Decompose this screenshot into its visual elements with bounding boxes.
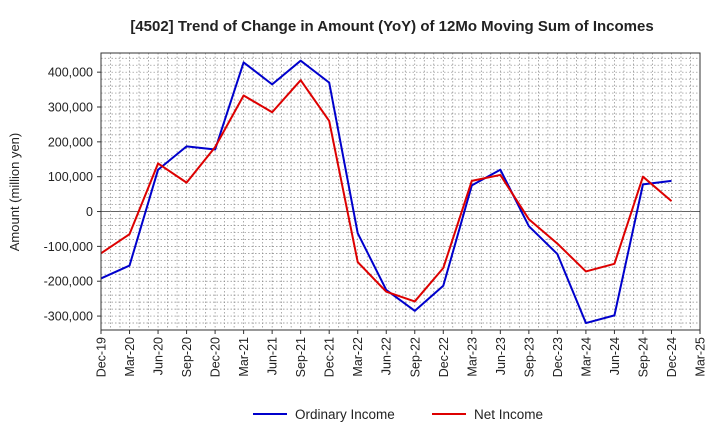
y-tick-label: -300,000	[44, 310, 93, 324]
x-tick-label: Jun-22	[380, 337, 394, 375]
chart-title: [4502] Trend of Change in Amount (YoY) o…	[130, 18, 653, 35]
x-tick-label: Dec-20	[209, 337, 223, 377]
y-axis-label: Amount (million yen)	[7, 133, 22, 252]
x-tick-label: Dec-19	[95, 337, 109, 377]
x-tick-label: Mar-23	[465, 337, 479, 377]
x-tick-label: Jun-21	[266, 337, 280, 375]
x-tick-label: Dec-23	[551, 337, 565, 377]
x-tick-label: Mar-20	[123, 337, 137, 377]
x-tick-label: Mar-25	[694, 337, 708, 377]
y-tick-label: -100,000	[44, 240, 93, 254]
x-tick-label: Sep-24	[636, 337, 650, 377]
plot-frame	[100, 52, 701, 331]
y-tick-label: 0	[86, 205, 93, 219]
x-tick-label: Dec-22	[437, 337, 451, 377]
x-tick-label: Jun-20	[152, 337, 166, 375]
x-tick-label: Mar-21	[237, 337, 251, 377]
legend-label-ordinary-income: Ordinary Income	[295, 407, 395, 422]
x-tick-label: Sep-22	[408, 337, 422, 377]
legend: Ordinary Income Net Income	[253, 407, 543, 422]
series-line-net-income	[100, 79, 673, 303]
y-tick-label: -200,000	[44, 275, 93, 289]
series-lines	[100, 59, 673, 325]
x-tick-label: Mar-22	[351, 337, 365, 377]
x-tick-label: Sep-21	[294, 337, 308, 377]
x-tick-label: Dec-21	[323, 337, 337, 377]
x-tick-label: Jun-23	[494, 337, 508, 375]
y-tick-label: 300,000	[48, 101, 93, 115]
y-tick-label: 200,000	[48, 135, 93, 149]
legend-label-net-income: Net Income	[474, 407, 543, 422]
y-tick-label: 100,000	[48, 170, 93, 184]
x-tick-label: Sep-23	[522, 337, 536, 377]
x-tick-label: Mar-24	[579, 337, 593, 377]
x-tick-label: Dec-24	[665, 337, 679, 377]
x-tick-label: Jun-24	[608, 337, 622, 375]
grid	[101, 53, 700, 331]
x-axis: Dec-19 Mar-20 Jun-20 Sep-20 Dec-20 Mar-21 Jun-…	[95, 330, 708, 377]
series-line-ordinary-income	[100, 59, 672, 325]
y-tick-label: 400,000	[48, 66, 93, 80]
y-axis: 400,000 300,000 200,000 100,000 0 -100,000 -20…	[44, 66, 101, 324]
x-tick-label: Sep-20	[180, 337, 194, 377]
